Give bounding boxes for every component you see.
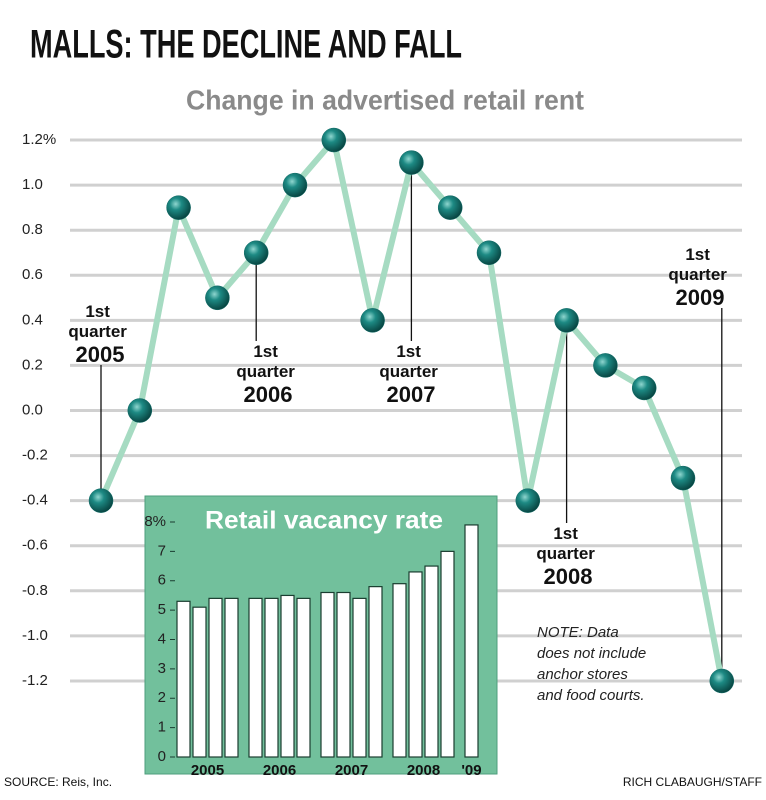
y-tick-label: 4 [158, 630, 166, 647]
y-tick-label: 0.4 [22, 311, 43, 328]
point [554, 308, 579, 333]
note: does not include [537, 645, 646, 662]
y-tick-label: -0.6 [22, 537, 48, 554]
point [321, 127, 347, 153]
credit: RICH CLABAUGH/STAFF [623, 775, 762, 789]
annotation: 1st quarter 2007 [379, 342, 442, 406]
y-tick-label: 5 [158, 601, 166, 618]
y-tick-label: 1 [158, 719, 166, 736]
bar [352, 597, 367, 758]
bar [296, 597, 311, 758]
point [399, 150, 424, 175]
y-tick-label: -0.4 [22, 492, 48, 509]
note: NOTE: Data [537, 624, 619, 641]
bar [264, 597, 279, 758]
group-label: 2006 [263, 762, 296, 779]
y-tick-label: 0.2 [22, 356, 43, 373]
point [243, 240, 269, 265]
point [360, 308, 385, 333]
y-tick-label: 1.2% [22, 131, 56, 148]
bar [424, 565, 439, 758]
bar [464, 524, 479, 758]
inset-title: Retail vacancy rate [205, 507, 443, 535]
y-tick-label: 0.8 [22, 221, 43, 238]
point [593, 353, 618, 378]
group-label: 2005 [191, 762, 224, 779]
point [709, 668, 735, 694]
bar [192, 606, 207, 758]
y-tick-label: 1.0 [22, 176, 43, 193]
point [88, 488, 114, 513]
bar [248, 597, 263, 758]
point [437, 195, 463, 220]
point [282, 172, 308, 198]
y-tick-label: 8% [144, 513, 166, 530]
y-tick-label: 0 [158, 748, 166, 765]
annotation: 1st quarter 2005 [68, 302, 131, 366]
y-tick-label: -1.2 [22, 672, 48, 689]
y-tick-label: -0.8 [22, 582, 48, 599]
point [127, 398, 153, 423]
annotation: 1st quarter 2006 [236, 342, 299, 406]
group-label: 2008 [407, 762, 440, 779]
point [670, 465, 696, 491]
y-tick-label: -0.2 [22, 447, 48, 464]
bar [440, 550, 455, 758]
bar [368, 586, 383, 758]
note: and food courts. [537, 687, 645, 704]
bar [408, 571, 423, 758]
bar [336, 591, 351, 758]
point [166, 195, 191, 220]
bar [320, 591, 335, 758]
bar [208, 597, 223, 758]
point [205, 285, 230, 311]
bar [176, 600, 191, 758]
y-tick-label: 2 [158, 689, 166, 706]
y-tick-label: 0.6 [22, 266, 43, 283]
y-tick-label: 7 [158, 542, 166, 559]
group-label: '09 [461, 762, 481, 779]
y-tick-label: -1.0 [22, 627, 48, 644]
point [631, 375, 657, 401]
point [476, 240, 502, 265]
annotation: 1st quarter 2009 [668, 245, 731, 309]
point [515, 488, 541, 513]
chart-title: MALLS: THE DECLINE AND FALL [30, 23, 462, 67]
bar [280, 594, 295, 758]
annotation: 1st quarter 2008 [536, 524, 599, 588]
bar [392, 583, 407, 758]
y-tick-label: 6 [158, 572, 166, 589]
bar [224, 597, 239, 758]
group-label: 2007 [335, 762, 368, 779]
y-tick-label: 3 [158, 660, 166, 677]
source: SOURCE: Reis, Inc. [4, 775, 112, 789]
chart-subtitle: Change in advertised retail rent [186, 84, 584, 115]
y-tick-label: 0.0 [22, 401, 43, 418]
note: anchor stores [537, 666, 628, 683]
